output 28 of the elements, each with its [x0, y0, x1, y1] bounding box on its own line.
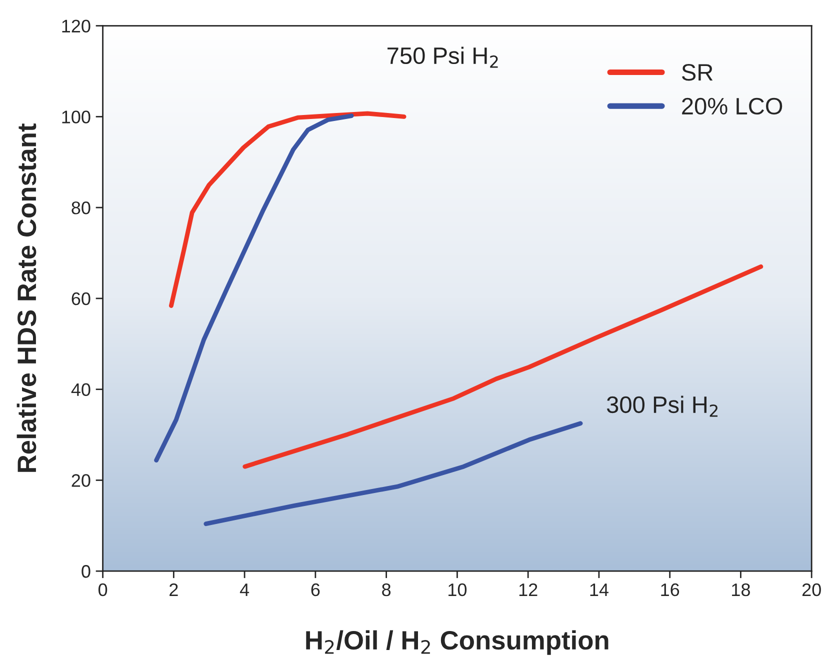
- x-tick-label: 0: [98, 583, 108, 596]
- x-axis-title: H$_{2}$/Oil / H$_{2}$ Consumption: [306, 630, 608, 655]
- x-tick-label: 20: [802, 583, 821, 596]
- x-tick-label: 2: [170, 583, 178, 596]
- line-series: [168, 111, 406, 308]
- y-axis-title: Relative HDS Rate Constant: [16, 124, 36, 472]
- x-tick-label: 6: [311, 583, 320, 596]
- line-series: [154, 114, 354, 462]
- y-tick-label: 0: [82, 565, 90, 578]
- annotation: 300 Psi H$_{2}$: [606, 396, 718, 417]
- x-tick-label: 4: [240, 584, 250, 596]
- annotation: 750 Psi H$_{2}$: [388, 46, 498, 68]
- legend-label: SR: [682, 64, 713, 81]
- y-tick-label: 40: [71, 383, 90, 396]
- x-tick-label: 12: [519, 583, 538, 596]
- y-tick-label: 100: [62, 110, 90, 124]
- x-tick-label: 14: [590, 584, 608, 596]
- x-tick-label: 18: [732, 583, 750, 596]
- y-tick-label: 60: [72, 292, 90, 306]
- y-tick-label: 20: [72, 474, 90, 487]
- line-series: [204, 421, 583, 526]
- legend-label: 20% LCO: [682, 98, 782, 115]
- y-tick-label: 120: [62, 20, 90, 32]
- x-tick-label: 10: [448, 583, 467, 596]
- y-tick-label: 80: [72, 201, 90, 214]
- line-series: [242, 264, 764, 469]
- x-tick-label: 16: [661, 583, 680, 596]
- x-tick-label: 8: [382, 583, 391, 596]
